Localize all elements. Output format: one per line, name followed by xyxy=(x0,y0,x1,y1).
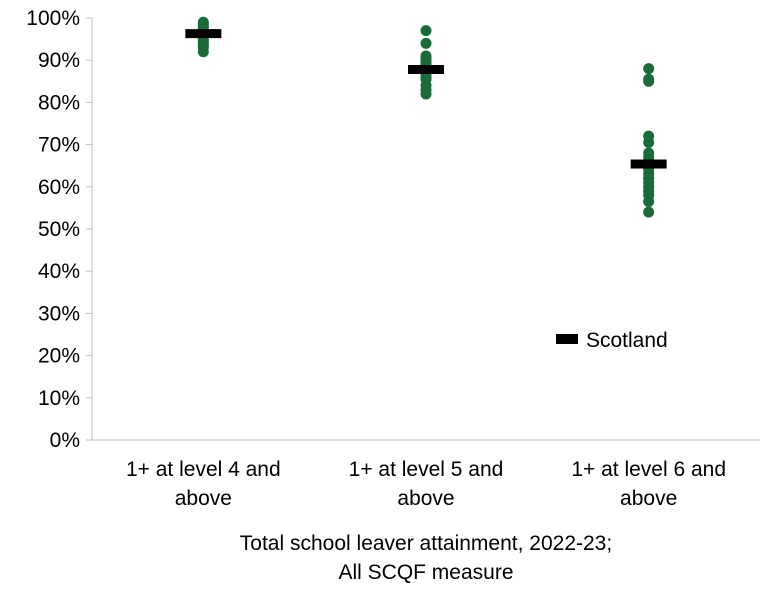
y-tick-label: 80% xyxy=(38,91,80,114)
y-tick-label: 100% xyxy=(26,7,80,30)
x-category-label: above xyxy=(620,487,677,510)
x-category-label: 1+ at level 6 and xyxy=(571,458,726,481)
data-point xyxy=(420,25,432,37)
x-category-label: above xyxy=(175,487,232,510)
x-axis-title-line: Total school leaver attainment, 2022-23; xyxy=(240,532,612,555)
x-axis-title-line: All SCQF measure xyxy=(338,561,513,584)
x-category-label: 1+ at level 4 and xyxy=(126,458,281,481)
legend-swatch-scotland xyxy=(556,334,578,344)
y-tick-label: 90% xyxy=(38,49,80,72)
y-tick-label: 30% xyxy=(38,302,80,325)
data-point xyxy=(643,136,655,148)
data-point xyxy=(643,75,655,87)
y-tick-label: 10% xyxy=(38,387,80,410)
y-tick-label: 0% xyxy=(50,429,80,452)
x-category-label: above xyxy=(397,487,454,510)
legend: Scotland xyxy=(556,329,668,352)
data-point xyxy=(643,206,655,218)
x-category-label: 1+ at level 5 and xyxy=(349,458,504,481)
scotland-marker xyxy=(185,29,222,39)
y-tick-label: 20% xyxy=(38,345,80,368)
data-points xyxy=(197,16,655,218)
data-point xyxy=(643,196,655,208)
x-axis: 1+ at level 4 and above 1+ at level 5 and a… xyxy=(92,439,760,510)
data-point xyxy=(197,46,209,58)
data-point xyxy=(420,88,432,100)
y-tick-label: 40% xyxy=(38,260,80,283)
scotland-marker xyxy=(630,159,667,169)
y-tick-label: 50% xyxy=(38,218,80,241)
data-point xyxy=(643,63,655,75)
y-tick-label: 60% xyxy=(38,176,80,199)
data-point xyxy=(420,37,432,49)
scotland-marker xyxy=(408,64,444,74)
x-axis-title: Total school leaver attainment, 2022-23;… xyxy=(240,532,612,584)
y-axis: 0% 10% 20% 30% 40% 50% 60% 70% 80% 90% 100% xyxy=(26,7,93,452)
y-tick-label: 70% xyxy=(38,134,80,157)
scotland-markers xyxy=(185,29,667,169)
legend-label-scotland: Scotland xyxy=(586,329,668,352)
